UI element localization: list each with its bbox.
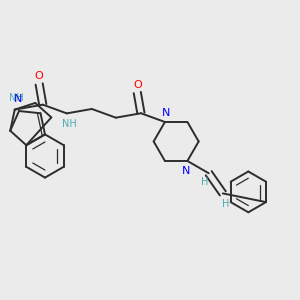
- Text: N: N: [182, 167, 190, 176]
- Text: H: H: [222, 199, 230, 209]
- Text: O: O: [133, 80, 142, 90]
- Text: N: N: [162, 108, 171, 118]
- Text: NH: NH: [62, 119, 77, 129]
- Text: H: H: [200, 177, 208, 187]
- Text: N: N: [14, 94, 22, 104]
- Text: O: O: [35, 71, 44, 82]
- Text: NH: NH: [9, 93, 23, 103]
